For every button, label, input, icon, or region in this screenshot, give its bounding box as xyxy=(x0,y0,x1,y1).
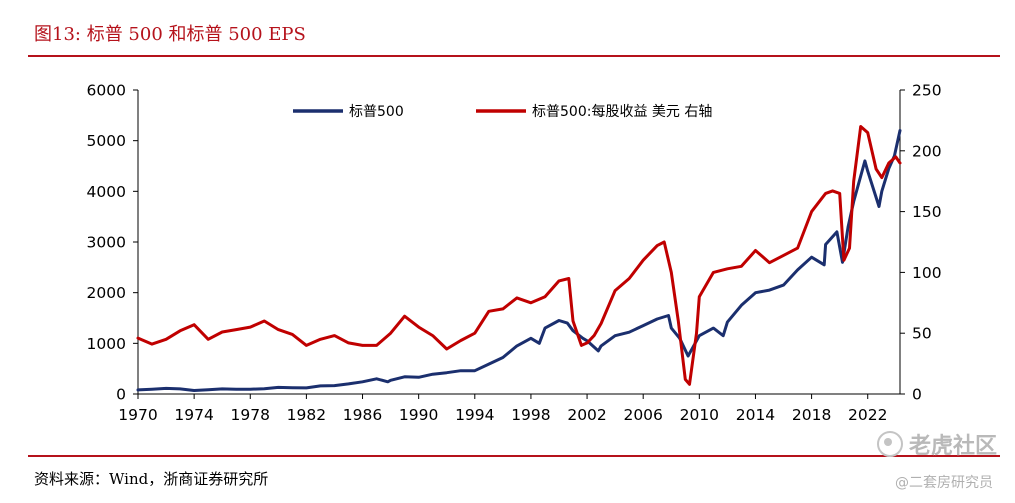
legend-label-index: 标普500 xyxy=(349,104,404,120)
x-tick-label: 1986 xyxy=(343,406,382,424)
watermark-handle: @二套房研究员 xyxy=(895,475,993,491)
series-line-index xyxy=(136,129,902,392)
watermark-brand-text: 老虎社区 xyxy=(908,434,997,459)
source-divider xyxy=(28,455,1000,457)
x-tick-label: 1970 xyxy=(118,406,157,424)
y-right-tick-label: 0 xyxy=(912,386,922,404)
x-tick-label: 2002 xyxy=(567,406,606,424)
x-tick-label: 2010 xyxy=(680,406,719,424)
series-line-eps xyxy=(136,125,902,386)
y-left-tick-label: 5000 xyxy=(87,132,126,150)
legend: 标普500 标普500:每股收益 美元 右轴 xyxy=(293,104,712,120)
legend-label-eps: 标普500:每股收益 美元 右轴 xyxy=(532,104,712,120)
y-left-tick-label: 1000 xyxy=(87,335,126,353)
x-tick-label: 2018 xyxy=(792,406,831,424)
y-right-tick-label: 200 xyxy=(912,142,942,160)
y-left-tick-label: 0 xyxy=(116,386,126,404)
y-left-tick-label: 6000 xyxy=(87,82,126,100)
axes-layer: 0 1000 2000 3000 4000 5000 6000 0 50 100 150 200 250… xyxy=(87,82,942,425)
y-left-tick-label: 4000 xyxy=(87,183,126,201)
tiger-community-logo-icon xyxy=(876,431,903,457)
y-right-tick-label: 50 xyxy=(912,325,932,343)
x-tick-label: 1994 xyxy=(455,406,494,424)
figure-title: 图13: 标普 500 和标普 500 EPS xyxy=(34,24,306,45)
x-tick-label: 1990 xyxy=(399,406,438,424)
title-divider xyxy=(28,55,1000,57)
x-tick-label: 2022 xyxy=(848,406,887,424)
source-note: 资料来源：Wind，浙商证券研究所 xyxy=(34,470,269,488)
y-right-tick-label: 150 xyxy=(912,203,942,221)
x-tick-label: 2006 xyxy=(623,406,662,424)
y-right-tick-label: 250 xyxy=(912,82,942,100)
x-tick-label: 1978 xyxy=(231,406,270,424)
x-tick-label: 2014 xyxy=(736,406,775,424)
series-layer xyxy=(136,125,902,392)
x-tick-label: 1982 xyxy=(287,406,326,424)
y-left-tick-label: 3000 xyxy=(87,234,126,252)
watermark-brand: 老虎社区 xyxy=(876,428,997,460)
y-left-tick-label: 2000 xyxy=(87,284,126,302)
y-right-tick-label: 100 xyxy=(912,264,942,282)
x-tick-label: 1974 xyxy=(174,406,213,424)
x-tick-label: 1998 xyxy=(511,406,550,424)
